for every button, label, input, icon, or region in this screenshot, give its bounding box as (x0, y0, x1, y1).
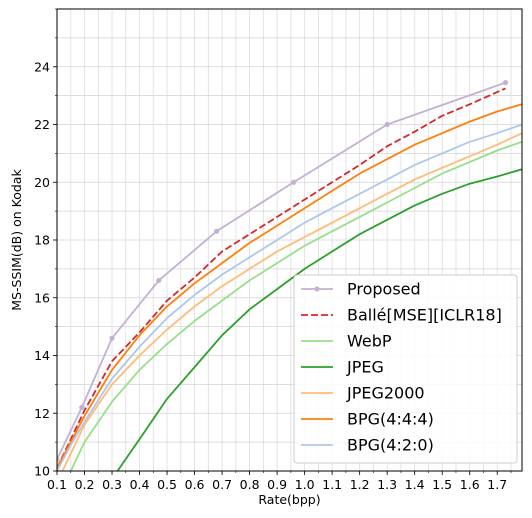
y-tick-label: 12 (34, 406, 50, 421)
x-tick-label: 1.5 (432, 477, 452, 492)
legend-box (293, 274, 518, 464)
data-point-proposed (156, 277, 162, 284)
series-line-proposed (57, 81, 506, 460)
x-tick-label: 1.1 (322, 477, 342, 492)
x-tick-label: 0.5 (157, 477, 177, 492)
y-axis-title: MS-SSIM(dB) on Kodak (9, 169, 24, 311)
data-point-proposed (57, 456, 60, 463)
y-tick-label: 24 (34, 59, 50, 74)
series-line-bpg-4-4-4 (57, 103, 522, 469)
legend-label: BPG(4:4:4) (347, 410, 434, 429)
legend-label: Proposed (347, 280, 421, 299)
x-tick-label: 1.7 (487, 477, 507, 492)
legend: Proposed Ballé[MSE][ICLR18] WebP JPEG JPEG20… (293, 274, 518, 464)
x-axis-title: Rate(bpp) (258, 492, 320, 507)
y-tick-label: 22 (34, 117, 50, 132)
y-tick-label: 20 (34, 175, 50, 190)
data-point-proposed (79, 404, 85, 411)
x-tick-label: 1.6 (460, 477, 480, 492)
x-tick-label: 0.2 (75, 477, 95, 492)
x-tick-label: 0.1 (47, 477, 67, 492)
data-point-proposed (384, 121, 390, 128)
series-line-bpg-4-2-0 (57, 123, 522, 471)
data-point-proposed (291, 179, 297, 185)
legend-label: JPEG2000 (346, 384, 425, 403)
x-tick-label: 0.3 (102, 477, 122, 492)
legend-label: JPEG (346, 358, 384, 377)
x-tick-label: 1.0 (295, 477, 315, 492)
series-lines (57, 80, 522, 471)
legend-label: WebP (347, 332, 392, 351)
y-tick-label: 14 (34, 348, 50, 363)
x-tick-label: 0.7 (212, 477, 232, 492)
axis-ticks: 0.1 0.2 0.3 0.4 0.5 0.6 0.7 0.8 0.9 1.0 1.1 1.2 1.3 1… (34, 8, 512, 492)
series-line-jpeg2000 (61, 132, 522, 471)
data-point-proposed (502, 80, 509, 86)
y-tick-label: 10 (34, 464, 50, 479)
series-line-ball-mse-iclr18 (57, 87, 506, 469)
series-line-jpeg (116, 168, 522, 471)
x-tick-label: 1.3 (377, 477, 397, 492)
x-tick-label: 0.6 (185, 477, 205, 492)
legend-marker (314, 286, 320, 292)
x-tick-label: 0.9 (267, 477, 287, 492)
x-tick-label: 1.4 (405, 477, 425, 492)
x-tick-label: 1.2 (350, 477, 370, 492)
data-point-proposed (213, 228, 220, 234)
x-tick-label: 0.4 (130, 477, 150, 492)
y-tick-label: 16 (34, 290, 50, 305)
data-point-proposed (109, 335, 115, 341)
series-line-webp (69, 140, 522, 471)
legend-label: Ballé[MSE][ICLR18] (347, 306, 502, 325)
legend-label: BPG(4:2:0) (347, 436, 434, 455)
x-tick-label: 0.8 (240, 477, 260, 492)
y-tick-label: 18 (34, 233, 50, 248)
